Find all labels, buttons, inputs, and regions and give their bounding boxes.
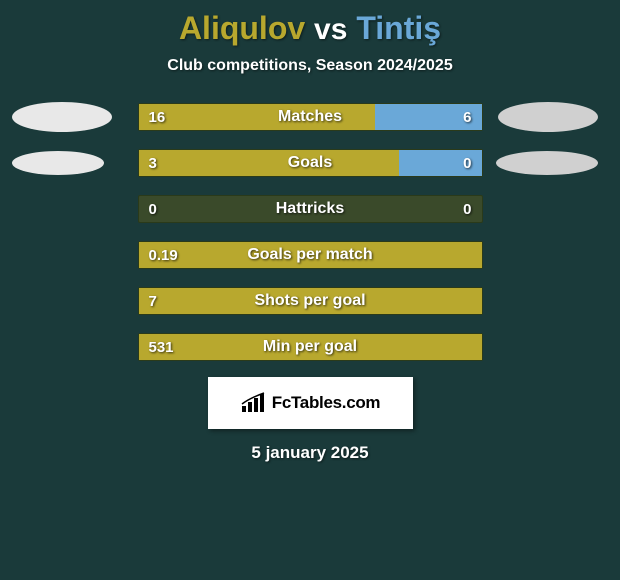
player1-name: Aliqulov bbox=[179, 10, 305, 46]
player1-oval bbox=[12, 102, 112, 132]
stat-row: 0 0Hattricks bbox=[0, 195, 620, 223]
stat-row: 30Goals bbox=[0, 149, 620, 177]
stat-row: 7Shots per goal bbox=[0, 287, 620, 315]
bar-segment-p1 bbox=[139, 242, 482, 268]
stat-value-p1: 0 bbox=[149, 201, 157, 218]
stat-value-p1: 3 bbox=[149, 155, 157, 172]
stat-row: 531Min per goal bbox=[0, 333, 620, 361]
bar-chart-icon bbox=[240, 392, 266, 414]
bar-segment-p1 bbox=[139, 150, 400, 176]
player1-oval bbox=[12, 151, 104, 175]
stat-value-p1: 7 bbox=[149, 293, 157, 310]
stat-value-p2: 6 bbox=[463, 109, 471, 126]
logo-text: FcTables.com bbox=[272, 393, 381, 413]
stat-bar: 531Min per goal bbox=[138, 333, 483, 361]
stat-row: 0.19Goals per match bbox=[0, 241, 620, 269]
stat-bar: 30Goals bbox=[138, 149, 483, 177]
subtitle: Club competitions, Season 2024/2025 bbox=[167, 57, 452, 75]
stat-value-p2: 0 bbox=[463, 201, 471, 218]
stat-bar: 0 0Hattricks bbox=[138, 195, 483, 223]
title: Aliqulov vs Tintiş bbox=[179, 10, 441, 47]
date: 5 january 2025 bbox=[251, 443, 368, 463]
stat-label: Hattricks bbox=[139, 200, 482, 218]
stat-bar: 0.19Goals per match bbox=[138, 241, 483, 269]
bar-segment-p1 bbox=[139, 334, 482, 360]
stat-value-p1: 531 bbox=[149, 339, 174, 356]
comparison-card: Aliqulov vs Tintiş Club competitions, Se… bbox=[0, 0, 620, 463]
stat-value-p2: 0 bbox=[463, 155, 471, 172]
stat-rows: 166Matches30Goals00Hattricks0.19Goals pe… bbox=[0, 103, 620, 361]
bar-segment-p1 bbox=[139, 104, 376, 130]
player2-name: Tintiş bbox=[356, 10, 441, 46]
stat-value-p1: 0.19 bbox=[149, 247, 178, 264]
stat-bar: 166Matches bbox=[138, 103, 483, 131]
player2-oval bbox=[496, 151, 598, 175]
player2-oval bbox=[498, 102, 598, 132]
stat-value-p1: 16 bbox=[149, 109, 166, 126]
stat-bar: 7Shots per goal bbox=[138, 287, 483, 315]
fctables-logo[interactable]: FcTables.com bbox=[208, 377, 413, 429]
vs-text: vs bbox=[314, 13, 347, 46]
bar-segment-p1 bbox=[139, 288, 482, 314]
stat-row: 166Matches bbox=[0, 103, 620, 131]
